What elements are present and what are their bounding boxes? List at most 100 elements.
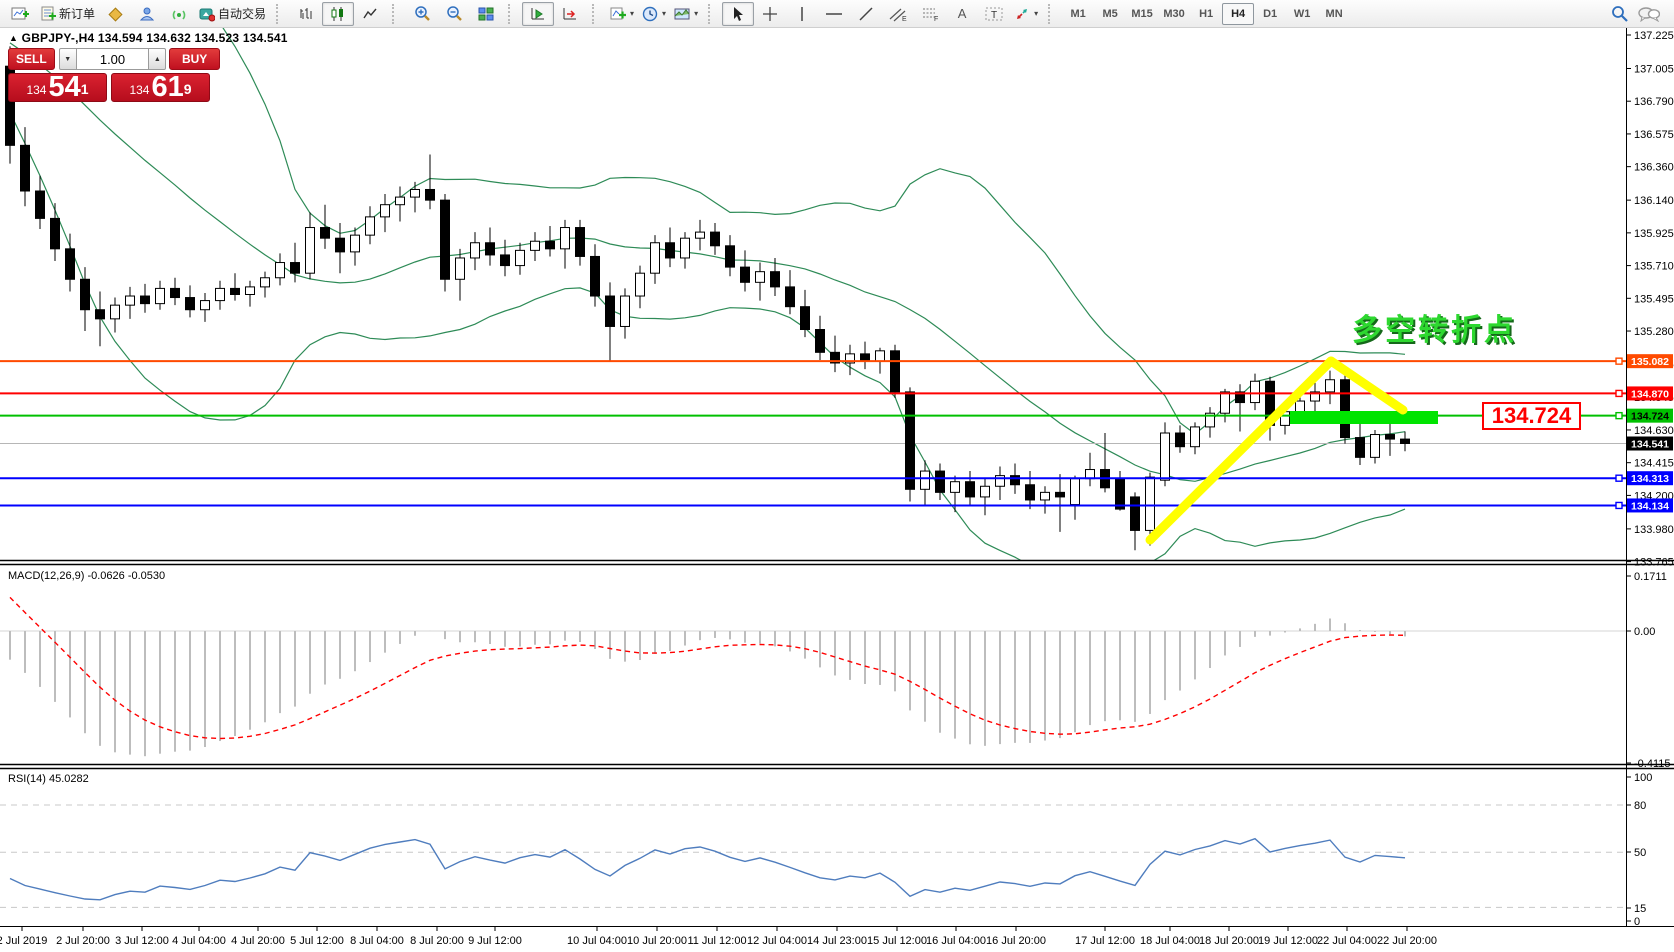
- arrows-tool-button[interactable]: ▾: [1010, 2, 1042, 26]
- bear-candle: [905, 391, 915, 490]
- crosshair-tool-button[interactable]: [754, 2, 786, 26]
- line-handle[interactable]: [1615, 357, 1623, 365]
- dropdown-caret-icon: ▾: [694, 9, 699, 18]
- bear-candle: [1130, 496, 1140, 531]
- rsi-tick-label: 80: [1634, 800, 1646, 812]
- time-tick-label: 2 Jul 2019: [0, 935, 47, 947]
- sell-price-button[interactable]: 134 54 1: [8, 73, 107, 102]
- volume-decrease-button[interactable]: ▼: [58, 48, 77, 70]
- price-badge: [1627, 436, 1673, 451]
- ohlc-readout: 134.594 134.632 134.523 134.541: [97, 31, 288, 45]
- line-handle[interactable]: [1615, 474, 1623, 482]
- cursor-tool-button[interactable]: [722, 1, 755, 26]
- sell-price-pips: 54: [48, 71, 81, 103]
- line-handle[interactable]: [1615, 389, 1623, 398]
- bull-candle: [1160, 432, 1170, 481]
- candlestick-mode-button[interactable]: [322, 1, 355, 26]
- timeframe-h1-button[interactable]: H1: [1199, 7, 1214, 20]
- community-chat-icon[interactable]: [1638, 6, 1660, 22]
- support-highlight-bar[interactable]: [1290, 411, 1438, 424]
- fibonacci-tool-button[interactable]: F: [914, 2, 946, 26]
- bull-candle: [695, 231, 705, 239]
- price-tick-label: 135.280: [1634, 326, 1674, 338]
- bull-candle: [680, 237, 690, 259]
- timeframe-mn-button[interactable]: MN: [1325, 7, 1343, 20]
- bull-candle: [215, 287, 225, 302]
- toolbar-separator: [592, 3, 603, 24]
- timeframe-h4-button[interactable]: H4: [1222, 2, 1255, 25]
- line-handle[interactable]: [1615, 501, 1623, 510]
- autotrading-button[interactable]: 自动交易: [195, 2, 270, 26]
- profiles-button[interactable]: [131, 2, 163, 26]
- bear-candle: [1010, 475, 1020, 486]
- equidistant-channel-icon: E: [889, 8, 907, 22]
- buy-price-button[interactable]: 134 61 9: [111, 73, 210, 102]
- rsi-indicator-label: RSI(14) 45.0282: [8, 773, 89, 785]
- zoom-out-icon: [446, 6, 462, 21]
- macd-signal-line: [9, 596, 1406, 740]
- price-tick-label: 133.980: [1634, 524, 1674, 536]
- price-tick-label: 135.925: [1634, 228, 1674, 240]
- timeframe-w1-button[interactable]: W1: [1293, 7, 1311, 20]
- price-tick-label: 136.360: [1634, 162, 1674, 174]
- bull-candle: [995, 475, 1005, 487]
- bear-candle: [575, 227, 585, 257]
- new-order-button[interactable]: 新订单: [36, 2, 99, 26]
- line-chart-mode-button[interactable]: [354, 2, 386, 26]
- bear-candle: [290, 262, 300, 274]
- new-chart-button[interactable]: [4, 2, 36, 26]
- timeframe-m1-button[interactable]: M1: [1070, 7, 1086, 20]
- sell-price-figure: 134: [26, 83, 47, 97]
- horizontal-line-tool-button[interactable]: [818, 2, 850, 26]
- chart-shift-button[interactable]: [554, 2, 586, 26]
- bollinger-middle-band: [9, 42, 1406, 482]
- rsi-tick-label: 100: [1634, 772, 1652, 784]
- macd-tick-label: 0.1711: [1634, 571, 1667, 583]
- price-tick-label: 134.415: [1634, 458, 1674, 470]
- bar-chart-mode-button[interactable]: [290, 2, 322, 26]
- bull-candle: [470, 242, 480, 259]
- bull-candle: [1295, 400, 1305, 413]
- timeframe-d1-button[interactable]: D1: [1263, 7, 1278, 20]
- price-badge-label: 134.541: [1631, 439, 1669, 451]
- periods-button[interactable]: ▾: [638, 2, 670, 26]
- tile-windows-button[interactable]: [470, 2, 502, 26]
- vertical-line-tool-button[interactable]: [786, 2, 818, 26]
- bull-candle: [380, 204, 390, 218]
- volume-increase-button[interactable]: ▲: [148, 48, 167, 70]
- time-tick-label: 10 Jul 20:00: [627, 935, 687, 947]
- volume-input[interactable]: 1.00: [76, 48, 149, 70]
- zoom-in-button[interactable]: [406, 2, 438, 26]
- search-icon[interactable]: [1611, 5, 1628, 22]
- market-watch-button[interactable]: [99, 2, 131, 26]
- add-indicator-button[interactable]: ▾: [606, 2, 638, 26]
- yellow-trend-line[interactable]: [1326, 356, 1408, 415]
- bear-candle: [605, 295, 615, 327]
- price-tick-label: 137.225: [1634, 30, 1674, 42]
- text-label-tool-button[interactable]: T: [978, 2, 1010, 26]
- macd-panel: [0, 596, 1626, 757]
- buy-button[interactable]: BUY: [169, 48, 220, 70]
- templates-button[interactable]: ▾: [670, 2, 702, 26]
- sell-button[interactable]: SELL: [8, 48, 55, 70]
- price-tick-label: 135.495: [1634, 293, 1674, 305]
- autotrading-icon: [199, 8, 216, 21]
- timeframe-m30-button[interactable]: M30: [1163, 7, 1185, 20]
- price-tick-label: 136.575: [1634, 129, 1674, 141]
- bull-candle: [1070, 478, 1080, 506]
- line-handle[interactable]: [1615, 411, 1623, 420]
- yellow-trend-line[interactable]: [1145, 356, 1336, 545]
- timeframe-m5-button[interactable]: M5: [1102, 7, 1118, 20]
- bear-candle: [320, 227, 330, 239]
- add-indicator-icon: [610, 7, 627, 19]
- channel-tool-button[interactable]: E: [882, 2, 914, 26]
- crosshair-icon: [763, 6, 778, 21]
- zoom-out-button[interactable]: [438, 2, 470, 26]
- auto-scroll-button[interactable]: [522, 1, 555, 26]
- collapse-arrow-icon[interactable]: ▲: [9, 33, 19, 43]
- text-tool-button[interactable]: A: [946, 2, 978, 26]
- signals-button[interactable]: [163, 2, 195, 26]
- timeframe-m15-button[interactable]: M15: [1131, 7, 1153, 20]
- trendline-tool-button[interactable]: [850, 2, 882, 26]
